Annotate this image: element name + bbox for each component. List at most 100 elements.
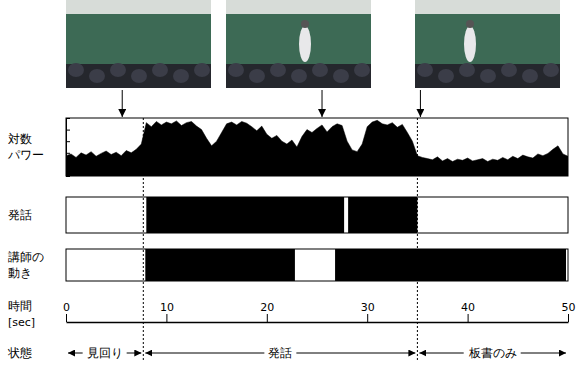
frame-head (522, 69, 538, 83)
y-tick (66, 164, 70, 165)
x-tick: 30 (361, 301, 375, 322)
frame-head (354, 63, 370, 77)
interval-bar (146, 197, 344, 233)
y-tick (66, 130, 70, 131)
x-tick: 40 (461, 301, 475, 322)
x-axis-line (67, 322, 569, 324)
row-label-line: 講師の (8, 250, 44, 264)
x-tick-mark (166, 314, 167, 322)
row-label: 対数パワー (7, 132, 44, 162)
frame-head (68, 63, 84, 77)
x-tick-label: 10 (160, 301, 174, 314)
frame-blackboard (226, 14, 371, 64)
state-name: 見回り (87, 346, 123, 360)
state-label: 状態 (7, 346, 32, 360)
x-axis: 0 10 20 30 40 50 (63, 301, 576, 323)
x-tick-mark (468, 314, 469, 322)
interval-bar (348, 197, 417, 233)
interval-bar (335, 249, 566, 281)
y-tick (66, 153, 70, 154)
frame-head (194, 63, 210, 77)
figure: 対数パワー発話講師の動き01020304050時間[sec]状態見回り発話板書の… (0, 0, 578, 383)
frame-head (417, 63, 433, 77)
frame-head (543, 63, 559, 77)
video-frame (415, 0, 560, 88)
y-tick-mark (66, 141, 70, 142)
x-tick-label: 30 (361, 301, 375, 314)
state-text-bg (464, 345, 521, 361)
frame-head (131, 69, 147, 83)
y-tick-mark (66, 153, 70, 154)
frame-head (438, 69, 454, 83)
state-name: 発話 (268, 346, 292, 360)
y-axis-line (66, 119, 67, 177)
y-tick-mark (66, 164, 70, 165)
frame-head (459, 63, 475, 77)
x-tick: 50 (562, 301, 576, 322)
frame-head (249, 69, 265, 83)
x-axis-title: 時間 [sec] (8, 299, 35, 329)
frame-wall (226, 0, 371, 88)
frame-arrow (122, 90, 123, 117)
state-name: 板書のみ (468, 346, 517, 360)
state-text-bg (264, 345, 296, 361)
x-tick-mark (267, 314, 268, 322)
y-tick (66, 176, 70, 177)
frame-wall (66, 0, 211, 88)
row-label-line: 対数 (8, 132, 32, 146)
frame-head (480, 69, 496, 83)
frame-head (110, 63, 126, 77)
frame-teacher (299, 26, 311, 62)
x-tick-mark (568, 314, 569, 322)
state-boundary (143, 118, 144, 362)
x-tick-label: 40 (461, 301, 475, 314)
x-axis-title-line: [sec] (8, 316, 35, 329)
state-text-bg (83, 345, 127, 361)
frame-teacher-head (466, 20, 474, 28)
y-tick-mark (66, 130, 70, 131)
plot-area (145, 249, 566, 281)
frame-teacher-head (301, 20, 309, 28)
frame-blackboard (415, 14, 560, 64)
frame-head (291, 69, 307, 83)
frame-head (152, 63, 168, 77)
x-axis-title-line: 時間 (8, 299, 32, 313)
frame-audience (66, 64, 211, 88)
plot-area (146, 197, 417, 233)
x-tick-mark (367, 314, 368, 322)
y-tick-mark (66, 118, 70, 119)
frame-blackboard (66, 14, 211, 64)
power-area (66, 120, 568, 176)
frame-head (228, 63, 244, 77)
y-axis (66, 119, 70, 177)
frame-audience (226, 64, 371, 88)
frame-head (270, 63, 286, 77)
row-label-line: パワー (7, 148, 44, 162)
frame-arrow (322, 90, 323, 117)
y-tick (66, 118, 70, 119)
row-label-line: 動き (8, 266, 32, 280)
state-boundary (417, 118, 418, 362)
frame-head (89, 69, 105, 83)
y-tick-mark (66, 176, 70, 177)
x-tick: 10 (160, 301, 174, 322)
x-tick: 20 (260, 301, 274, 322)
panel-frame (66, 249, 568, 281)
frame-head (333, 69, 349, 83)
row-label-line: 発話 (8, 208, 32, 222)
video-frame (226, 0, 371, 88)
interval-bar (145, 249, 295, 281)
frame-audience (415, 64, 560, 88)
x-tick: 0 (63, 301, 70, 322)
panel-frame (66, 118, 568, 176)
video-frame (66, 0, 211, 88)
frame-head (173, 69, 189, 83)
y-tick (66, 141, 70, 142)
row-label: 発話 (8, 208, 32, 222)
frame-head (501, 63, 517, 77)
x-tick-label: 0 (63, 301, 70, 314)
frame-teacher (464, 26, 476, 62)
x-tick-label: 50 (562, 301, 576, 314)
frame-wall (415, 0, 560, 88)
row-label: 講師の動き (8, 250, 44, 280)
